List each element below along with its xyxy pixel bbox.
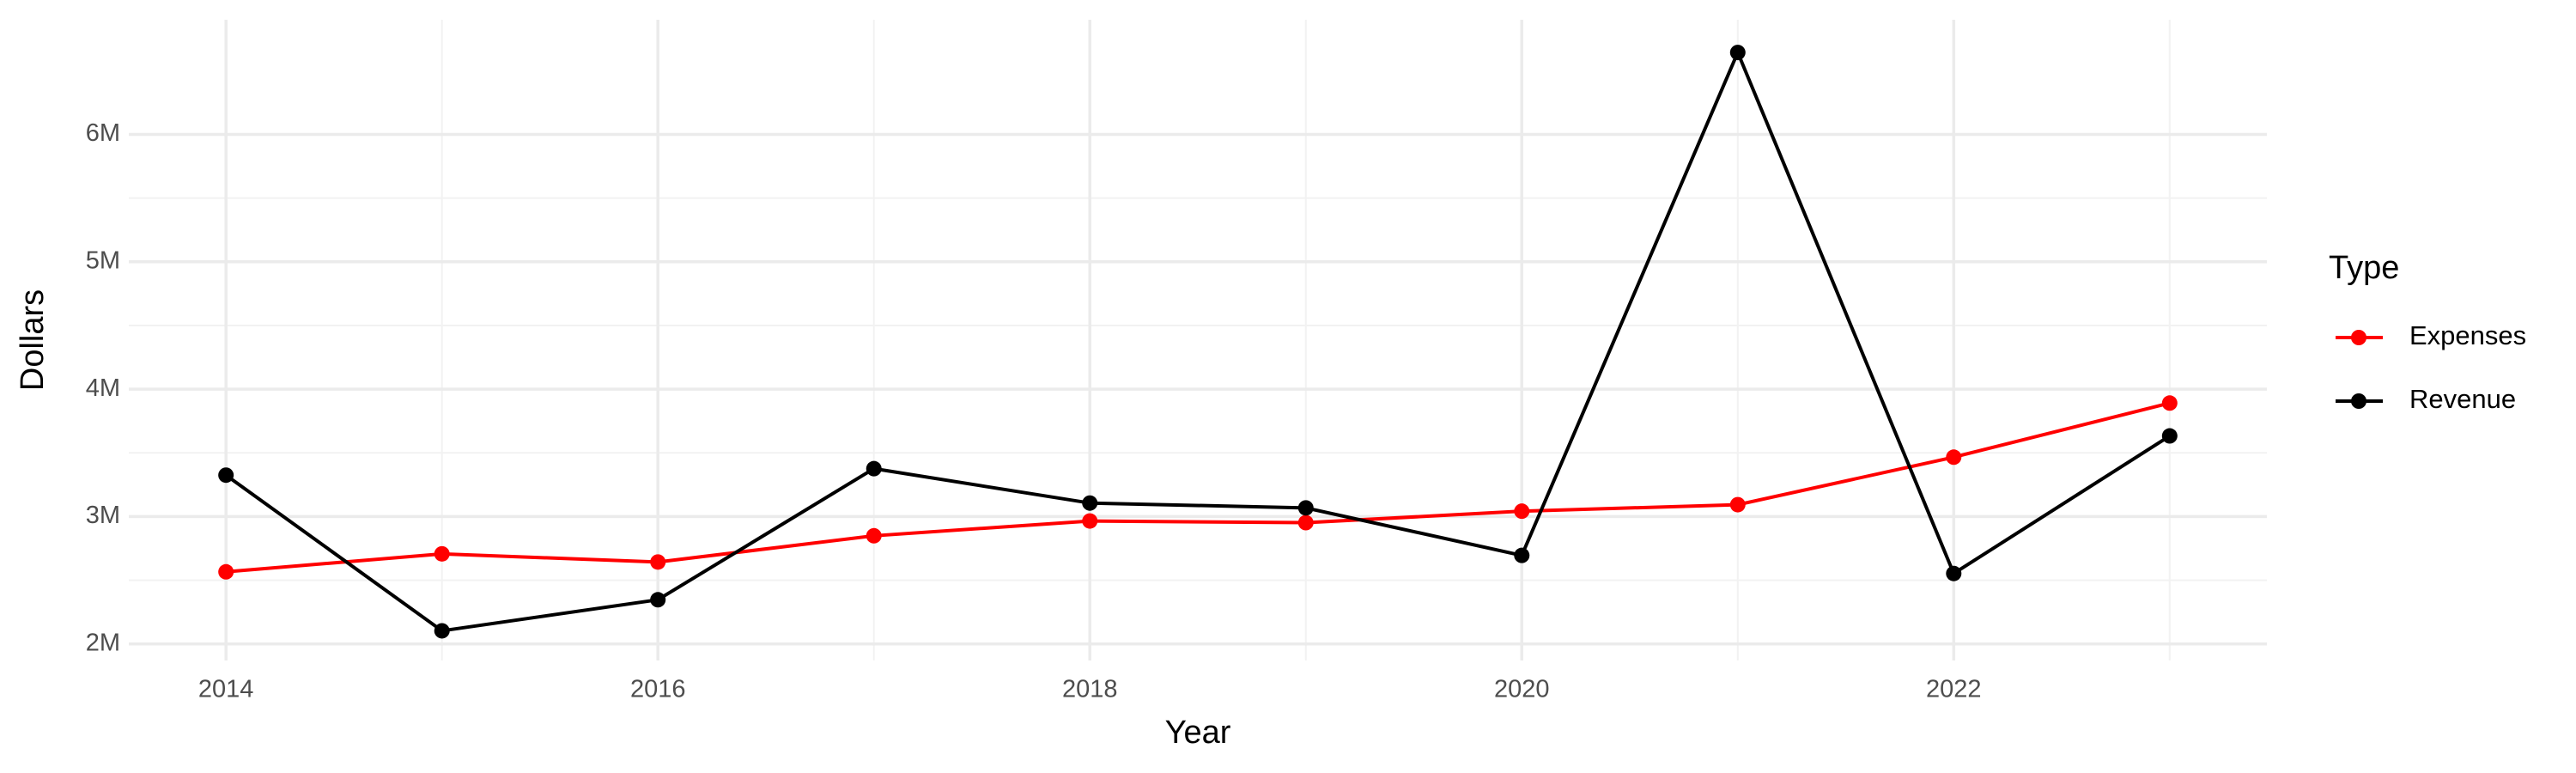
data-point — [2161, 395, 2178, 411]
x-tick-label: 2018 — [1062, 676, 1118, 703]
data-point — [650, 592, 666, 608]
data-point — [866, 460, 882, 477]
data-point — [218, 563, 234, 580]
y-tick-label: 3M — [86, 502, 120, 529]
data-point — [1514, 547, 1530, 563]
y-tick-label: 5M — [86, 247, 120, 274]
data-point — [1729, 496, 1746, 513]
data-point — [1082, 495, 1098, 511]
data-point — [2161, 428, 2178, 444]
data-point — [1514, 503, 1530, 520]
x-tick-label: 2020 — [1494, 676, 1550, 703]
legend-label: Revenue — [2409, 384, 2516, 414]
data-point — [650, 554, 666, 570]
data-point — [1946, 565, 1962, 581]
data-point — [1729, 45, 1746, 61]
series-line — [226, 401, 2171, 574]
legend-point — [2351, 330, 2366, 345]
series-line — [225, 47, 2171, 633]
data-point — [434, 623, 450, 639]
x-tick-label: 2016 — [630, 676, 686, 703]
y-tick-label: 4M — [86, 374, 120, 402]
y-axis-title: Dollars — [15, 289, 51, 391]
legend-point — [2351, 393, 2366, 409]
y-tick-label: 2M — [86, 629, 120, 656]
data-point — [1946, 449, 1962, 466]
x-tick-label: 2014 — [198, 676, 254, 703]
data-point — [1082, 513, 1098, 529]
x-tick-label: 2022 — [1926, 676, 1982, 703]
data-point — [866, 527, 882, 544]
data-point — [434, 545, 450, 562]
legend-title: Type — [2329, 250, 2399, 286]
y-tick-label: 6M — [86, 119, 120, 147]
legend-label: Expenses — [2409, 320, 2526, 350]
data-point — [1297, 500, 1314, 516]
data-point — [1297, 514, 1314, 531]
x-axis-title: Year — [1165, 715, 1231, 751]
data-point — [218, 467, 234, 484]
